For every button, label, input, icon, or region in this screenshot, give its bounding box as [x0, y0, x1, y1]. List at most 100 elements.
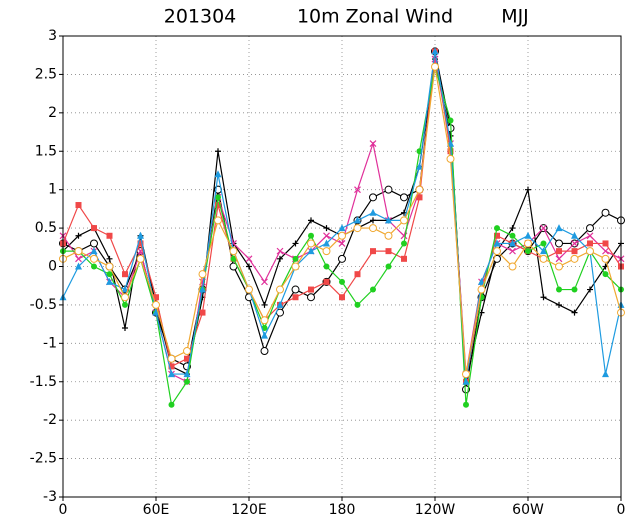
- point: [555, 255, 563, 263]
- point: [229, 247, 238, 256]
- point: [540, 240, 547, 247]
- point: [463, 401, 469, 408]
- point: [571, 309, 578, 316]
- point: [339, 278, 345, 285]
- point: [245, 255, 253, 263]
- point: [385, 216, 392, 224]
- point: [183, 347, 191, 356]
- point: [570, 254, 579, 263]
- point: [602, 370, 609, 378]
- point: [106, 232, 113, 239]
- point: [91, 263, 97, 270]
- chart-title: 201304: [164, 6, 237, 28]
- point: [198, 270, 207, 279]
- point: [121, 293, 129, 302]
- point: [556, 248, 562, 255]
- point: [354, 216, 361, 224]
- point: [137, 240, 144, 247]
- point: [369, 193, 377, 202]
- y-tick-label: -2: [43, 412, 57, 428]
- point: [338, 231, 346, 240]
- point: [370, 248, 376, 255]
- point: [106, 271, 113, 278]
- x-tick-label: 60E: [143, 502, 170, 518]
- point: [152, 300, 160, 309]
- point: [571, 286, 578, 293]
- point: [277, 255, 283, 262]
- y-tick-label: -2.5: [30, 451, 57, 467]
- point: [540, 294, 547, 301]
- point: [400, 193, 408, 202]
- point: [556, 301, 562, 308]
- point: [75, 202, 82, 209]
- point: [260, 347, 269, 356]
- plot-frame: [62, 35, 622, 498]
- point: [215, 202, 221, 209]
- y-tick-label: -1.5: [30, 374, 57, 390]
- x-tick-label: 120W: [415, 502, 456, 518]
- point: [447, 117, 454, 124]
- point: [586, 224, 594, 233]
- point: [556, 286, 562, 293]
- point: [571, 231, 578, 239]
- point: [354, 271, 361, 278]
- point: [261, 331, 268, 339]
- point: [354, 186, 361, 194]
- point: [416, 162, 423, 170]
- point: [509, 232, 516, 239]
- point: [261, 278, 268, 286]
- y-tick-label: 3: [48, 28, 57, 44]
- point: [214, 216, 222, 225]
- point: [152, 308, 160, 316]
- point: [168, 401, 175, 408]
- point: [323, 225, 330, 232]
- point: [308, 286, 314, 293]
- point: [587, 286, 593, 293]
- point: [136, 254, 145, 263]
- point: [291, 285, 300, 294]
- point: [370, 286, 376, 293]
- point: [338, 240, 346, 247]
- point: [509, 225, 516, 232]
- point: [307, 239, 315, 248]
- point: [524, 239, 532, 248]
- x-tick-label: 180: [329, 502, 356, 518]
- chart-title: MJJ: [501, 6, 529, 28]
- point: [369, 224, 377, 233]
- point: [246, 263, 252, 270]
- y-tick-label: 0: [48, 259, 57, 275]
- point: [307, 247, 315, 255]
- point: [230, 255, 237, 262]
- point: [416, 194, 423, 201]
- point: [384, 185, 393, 194]
- point: [308, 232, 314, 239]
- point: [602, 240, 609, 247]
- point: [385, 248, 392, 255]
- point: [524, 231, 532, 239]
- point: [214, 170, 222, 178]
- point: [215, 148, 221, 155]
- point: [494, 232, 500, 239]
- point: [184, 355, 190, 362]
- x-tick-label: 0: [59, 502, 68, 518]
- point: [354, 301, 361, 308]
- point: [478, 277, 485, 285]
- point: [369, 140, 377, 147]
- point: [384, 231, 393, 240]
- point: [292, 294, 299, 301]
- point: [323, 278, 330, 285]
- point: [540, 224, 547, 232]
- point: [323, 263, 330, 270]
- point: [508, 262, 517, 271]
- point: [292, 240, 299, 247]
- point: [462, 377, 470, 385]
- point: [431, 62, 439, 71]
- point: [494, 225, 500, 232]
- x-tick-label: 120E: [231, 502, 267, 518]
- point: [586, 232, 594, 240]
- point: [106, 277, 113, 285]
- point: [90, 247, 98, 255]
- point: [292, 255, 299, 262]
- point: [122, 301, 128, 308]
